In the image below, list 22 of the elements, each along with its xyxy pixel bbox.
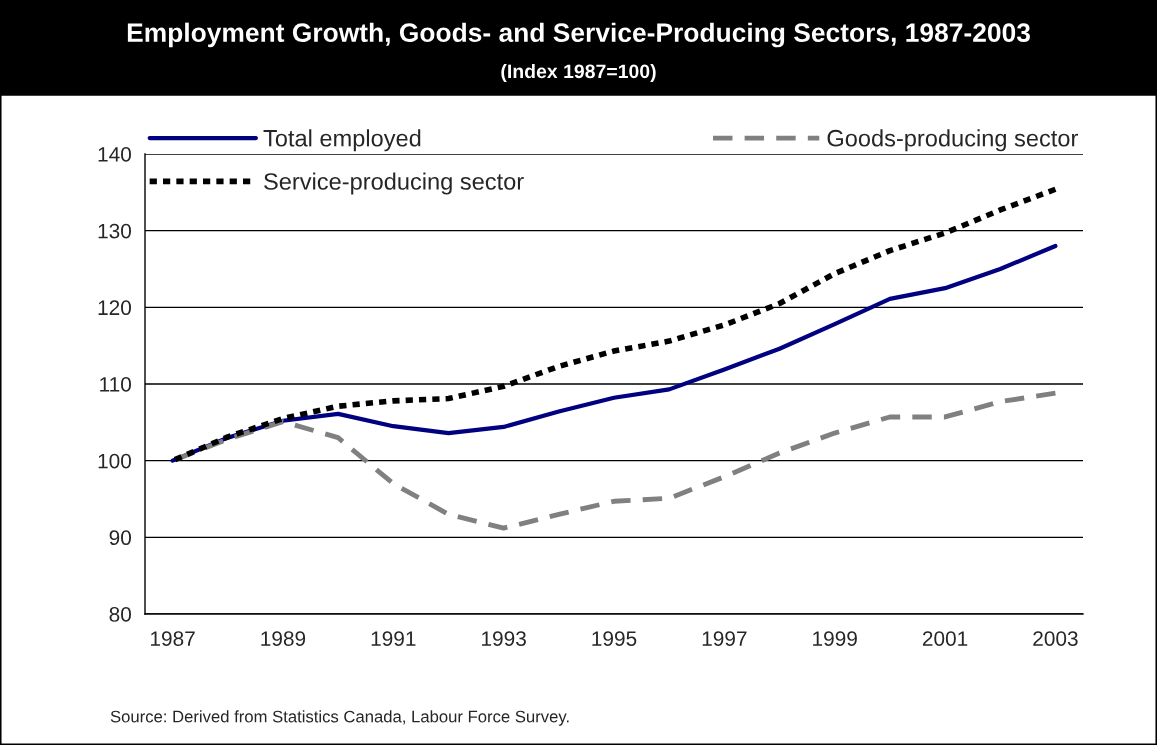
y-tick-label: 120 bbox=[98, 300, 131, 316]
chart-subtitle: (Index 1987=100) bbox=[501, 63, 656, 83]
chart-title: Employment Growth, Goods- and Service-Producing Sectors, 1987-2003 bbox=[127, 22, 1030, 48]
x-tick-label: 1997 bbox=[702, 631, 747, 646]
y-tick-label: 110 bbox=[100, 377, 131, 392]
y-tick-label: 80 bbox=[109, 607, 131, 622]
y-tick-label: 90 bbox=[109, 530, 131, 546]
x-tick-label: 1995 bbox=[592, 631, 637, 646]
x-tick-label: 1999 bbox=[813, 631, 857, 646]
x-tick-label: 2001 bbox=[922, 631, 968, 646]
legend-label: Service-producing sector bbox=[264, 172, 524, 195]
legend-label: Total employed bbox=[263, 129, 421, 152]
x-tick-label: 1989 bbox=[261, 631, 306, 646]
y-tick-label: 100 bbox=[98, 453, 131, 469]
legend-label: Goods-producing sector bbox=[827, 129, 1078, 152]
x-tick-label: 1991 bbox=[371, 631, 416, 646]
x-tick-label: 1993 bbox=[482, 631, 526, 646]
y-tick-label: 130 bbox=[98, 223, 131, 239]
x-tick-label: 2003 bbox=[1033, 631, 1078, 646]
y-tick-label: 140 bbox=[98, 147, 131, 162]
x-tick-label: 1987 bbox=[151, 631, 195, 646]
source-note: Source: Derived from Statistics Canada, Labour Force Survey. bbox=[110, 710, 569, 726]
